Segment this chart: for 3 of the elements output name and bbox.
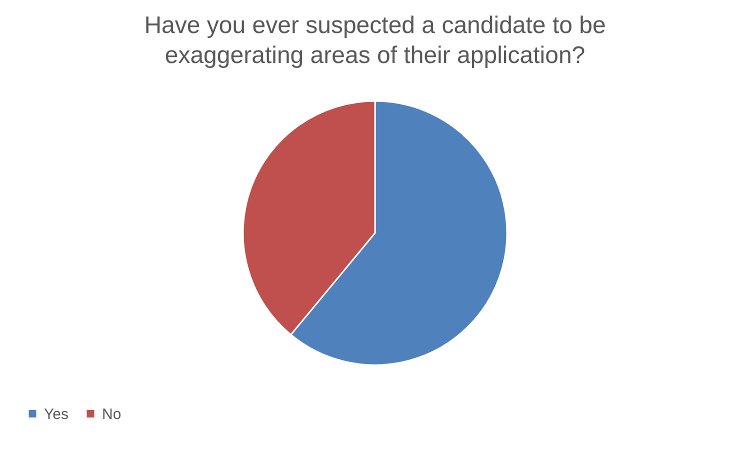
- legend-label: No: [102, 406, 122, 423]
- chart-title: Have you ever suspected a candidate to be exaggerating areas of their application?: [144, 12, 606, 69]
- legend-label: Yes: [44, 406, 68, 423]
